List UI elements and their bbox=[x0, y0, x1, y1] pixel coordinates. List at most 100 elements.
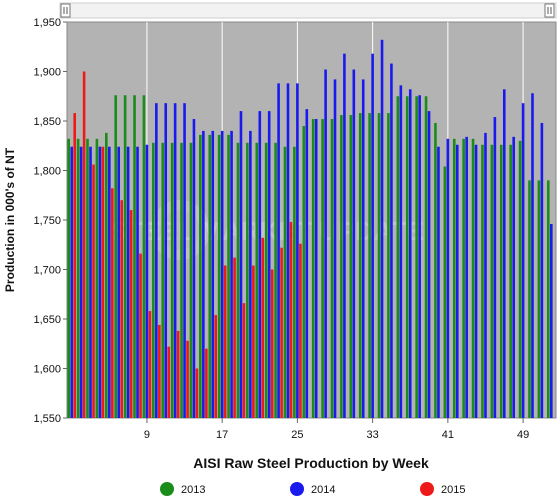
bar-2013-week-48[interactable] bbox=[509, 144, 512, 418]
bar-2014-week-41[interactable] bbox=[446, 138, 450, 418]
bar-2014-week-40[interactable] bbox=[437, 146, 440, 419]
bar-2013-week-30[interactable] bbox=[340, 115, 343, 418]
bar-2014-week-25[interactable] bbox=[296, 83, 299, 418]
bar-2013-week-40[interactable] bbox=[434, 122, 437, 418]
legend-item-2015[interactable]: 2015 bbox=[420, 482, 465, 496]
bar-2014-week-9[interactable] bbox=[145, 144, 149, 418]
bar-2014-week-51[interactable] bbox=[540, 122, 544, 418]
bar-2014-week-13[interactable] bbox=[183, 103, 186, 419]
bar-2015-week-18[interactable] bbox=[233, 257, 236, 418]
bar-2013-week-4[interactable] bbox=[95, 138, 99, 418]
bar-2014-week-29[interactable] bbox=[333, 79, 337, 419]
bar-2015-week-6[interactable] bbox=[120, 200, 124, 418]
bar-2013-week-17[interactable] bbox=[217, 134, 221, 419]
bar-2013-week-34[interactable] bbox=[377, 113, 381, 418]
bar-2014-week-33[interactable] bbox=[371, 53, 374, 419]
bar-2013-week-39[interactable] bbox=[424, 96, 428, 418]
bar-2014-week-15[interactable] bbox=[202, 130, 205, 418]
bar-2015-week-17[interactable] bbox=[223, 265, 227, 418]
bar-2014-week-6[interactable] bbox=[117, 146, 121, 419]
bar-2013-week-35[interactable] bbox=[387, 113, 390, 418]
bar-2015-week-1[interactable] bbox=[73, 113, 76, 418]
bar-2013-week-25[interactable] bbox=[293, 146, 296, 419]
bar-2014-week-17[interactable] bbox=[220, 130, 224, 418]
bar-2013-week-6[interactable] bbox=[114, 95, 118, 418]
bar-2013-week-26[interactable] bbox=[302, 125, 306, 418]
bar-2014-week-44[interactable] bbox=[474, 144, 478, 418]
bar-2013-week-13[interactable] bbox=[180, 142, 183, 418]
bar-2014-week-35[interactable] bbox=[390, 63, 393, 418]
bar-2013-week-16[interactable] bbox=[208, 134, 212, 419]
bar-2013-week-2[interactable] bbox=[76, 138, 80, 418]
bar-2015-week-20[interactable] bbox=[252, 265, 255, 418]
bar-2013-week-32[interactable] bbox=[358, 113, 362, 418]
bar-2013-week-43[interactable] bbox=[462, 138, 465, 418]
bar-2014-week-20[interactable] bbox=[249, 130, 252, 418]
bar-2014-week-12[interactable] bbox=[173, 103, 177, 419]
bar-2013-week-20[interactable] bbox=[246, 142, 249, 418]
bar-2015-week-25[interactable] bbox=[299, 243, 302, 418]
bar-2013-week-15[interactable] bbox=[199, 134, 202, 419]
bar-2013-week-5[interactable] bbox=[105, 132, 108, 418]
bar-2015-week-9[interactable] bbox=[148, 311, 152, 418]
bar-2014-week-32[interactable] bbox=[361, 79, 365, 419]
bar-2015-week-15[interactable] bbox=[205, 348, 208, 418]
bar-2013-week-18[interactable] bbox=[227, 134, 230, 419]
bar-2014-week-37[interactable] bbox=[408, 89, 412, 418]
range-handle-right[interactable] bbox=[544, 3, 555, 18]
bar-2015-week-11[interactable] bbox=[167, 346, 171, 418]
bar-2014-week-8[interactable] bbox=[136, 146, 139, 419]
bar-2014-week-19[interactable] bbox=[239, 111, 243, 418]
bar-2014-week-31[interactable] bbox=[352, 69, 356, 419]
bar-2013-week-28[interactable] bbox=[321, 119, 324, 419]
bar-2013-week-22[interactable] bbox=[264, 142, 268, 418]
bar-2013-week-49[interactable] bbox=[518, 140, 522, 419]
bar-2013-week-29[interactable] bbox=[330, 119, 334, 419]
bar-2014-week-22[interactable] bbox=[267, 111, 271, 418]
range-handle-left[interactable] bbox=[60, 3, 71, 18]
bar-2014-week-4[interactable] bbox=[98, 146, 102, 419]
bar-2015-week-5[interactable] bbox=[111, 188, 114, 418]
bar-2013-week-21[interactable] bbox=[255, 142, 259, 418]
bar-2014-week-16[interactable] bbox=[211, 130, 215, 418]
bar-2015-week-14[interactable] bbox=[195, 368, 199, 419]
bar-2013-week-46[interactable] bbox=[490, 144, 494, 418]
bar-2014-week-21[interactable] bbox=[258, 111, 262, 418]
bar-2014-week-28[interactable] bbox=[324, 69, 327, 419]
bar-2014-week-14[interactable] bbox=[192, 119, 196, 419]
bar-2014-week-39[interactable] bbox=[427, 111, 431, 418]
bar-2014-week-10[interactable] bbox=[155, 103, 158, 419]
bar-2013-week-45[interactable] bbox=[481, 144, 484, 418]
bar-2014-week-49[interactable] bbox=[521, 103, 525, 419]
bar-2014-week-3[interactable] bbox=[89, 146, 92, 419]
bar-2013-week-41[interactable] bbox=[443, 166, 447, 418]
bar-2013-week-37[interactable] bbox=[405, 96, 409, 418]
bar-2015-week-19[interactable] bbox=[242, 303, 246, 418]
bar-2013-week-44[interactable] bbox=[471, 138, 475, 418]
bar-2014-week-24[interactable] bbox=[286, 83, 290, 418]
bar-2014-week-18[interactable] bbox=[230, 130, 233, 418]
bar-2013-week-7[interactable] bbox=[123, 95, 127, 418]
bar-2013-week-19[interactable] bbox=[236, 142, 240, 418]
bar-2014-week-38[interactable] bbox=[418, 95, 421, 418]
bar-2013-week-3[interactable] bbox=[86, 138, 89, 418]
bar-2015-week-24[interactable] bbox=[289, 221, 293, 418]
bar-2013-week-36[interactable] bbox=[396, 96, 400, 418]
bar-2014-week-7[interactable] bbox=[126, 146, 130, 419]
bar-2015-week-7[interactable] bbox=[129, 210, 133, 418]
bar-2015-week-22[interactable] bbox=[270, 269, 274, 419]
bar-2013-week-27[interactable] bbox=[311, 119, 315, 419]
bar-2014-week-26[interactable] bbox=[305, 109, 309, 419]
bar-2013-week-1[interactable] bbox=[67, 138, 70, 418]
bar-2014-week-30[interactable] bbox=[343, 53, 346, 419]
legend-item-2013[interactable]: 2013 bbox=[160, 482, 205, 496]
bar-2015-week-3[interactable] bbox=[92, 164, 95, 418]
bar-2013-week-24[interactable] bbox=[283, 146, 287, 419]
bar-2014-week-34[interactable] bbox=[380, 39, 384, 418]
bar-2014-week-48[interactable] bbox=[512, 136, 515, 418]
bar-2013-week-52[interactable] bbox=[547, 180, 550, 418]
bar-2014-week-1[interactable] bbox=[70, 146, 73, 419]
bar-2014-week-36[interactable] bbox=[399, 85, 403, 419]
bar-2013-week-47[interactable] bbox=[499, 144, 503, 418]
bar-2013-week-42[interactable] bbox=[452, 138, 456, 418]
